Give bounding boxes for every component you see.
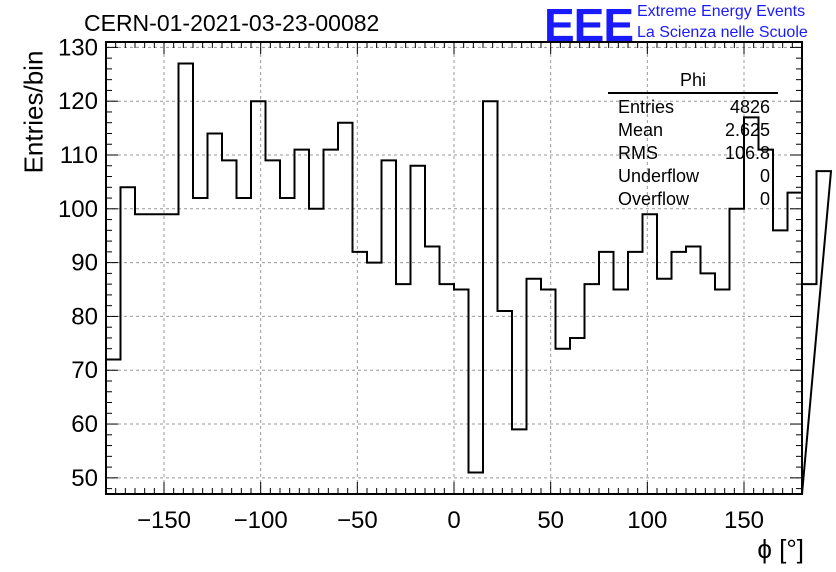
stats-label: Overflow: [618, 189, 690, 209]
histogram-bin: [701, 273, 716, 494]
histogram-bin: [541, 290, 556, 494]
stats-value: 4826: [729, 97, 770, 117]
stats-value: 106.8: [724, 143, 770, 163]
x-tick-label: 150: [724, 507, 764, 534]
histogram-bin: [614, 290, 629, 494]
histogram-bin: [179, 64, 194, 494]
histogram-bin: [266, 160, 281, 494]
stats-value: 0: [759, 189, 770, 209]
histogram-bin: [338, 123, 353, 494]
histogram-bin: [469, 472, 484, 494]
histogram-bin: [309, 209, 324, 494]
histogram-bin: [454, 290, 469, 494]
histogram-bin: [556, 349, 571, 494]
histogram-bin: [788, 193, 803, 494]
logo-text-line2: La Scienza nelle Scuole: [637, 24, 808, 41]
histogram-bin: [251, 101, 266, 494]
histogram-bin: [570, 338, 585, 494]
histogram-bin: [643, 214, 658, 494]
stats-value: 0: [759, 166, 770, 186]
stats-label: Underflow: [618, 166, 700, 186]
stats-row-mean: Mean 2.625: [608, 119, 778, 142]
histogram-bin: [295, 150, 310, 494]
stats-row-underflow: Underflow 0: [608, 165, 778, 188]
histogram-bin: [280, 198, 295, 494]
histogram-bin: [208, 133, 223, 494]
histogram-bin: [382, 160, 397, 494]
histogram-bin: [483, 101, 498, 494]
x-tick-label: 100: [627, 507, 667, 534]
histogram-bin: [773, 230, 788, 494]
histogram-bin: [599, 252, 614, 494]
y-tick-label: 100: [58, 196, 98, 223]
eee-logo: EEE: [544, 0, 634, 51]
y-tick-label: 80: [71, 303, 98, 330]
stats-box: Phi Entries 4826 Mean 2.625 RMS 106.8 Un…: [608, 70, 778, 211]
y-tick-label: 130: [58, 34, 98, 61]
histogram-bin: [353, 252, 368, 494]
stats-title: Phi: [608, 70, 778, 94]
histogram-bin: [512, 429, 527, 494]
plot-frame: [105, 41, 803, 495]
stats-value: 2.625: [724, 120, 770, 140]
histogram-bin: [324, 150, 339, 494]
x-axis-label: ϕ [°]: [757, 534, 804, 564]
histogram-bin: [585, 284, 600, 494]
histogram-bin: [121, 187, 136, 494]
histogram-bin: [106, 359, 121, 494]
histogram-bin: [817, 171, 832, 494]
histogram-bin: [237, 198, 252, 494]
histogram-bin: [150, 214, 165, 494]
y-tick-label: 50: [71, 465, 98, 492]
histogram-bin: [396, 284, 411, 494]
y-tick-label: 60: [71, 411, 98, 438]
histogram-bin: [730, 209, 745, 494]
histogram-bin: [164, 214, 179, 494]
stats-label: Mean: [618, 120, 664, 140]
y-tick-label: 70: [71, 357, 98, 384]
x-tick-label: −150: [137, 507, 191, 534]
histogram-bin: [628, 252, 643, 494]
y-axis-label: Entries/bin: [18, 50, 49, 174]
chart-title: CERN-01-2021-03-23-00082: [84, 10, 380, 36]
stats-label: RMS: [618, 143, 658, 163]
histogram-bin: [802, 284, 817, 494]
x-tick-label: −50: [337, 507, 378, 534]
histogram-bin: [222, 160, 237, 494]
histogram-bin: [193, 198, 208, 494]
histogram-bin: [498, 311, 513, 494]
histogram-bin: [425, 246, 440, 494]
y-tick-label: 90: [71, 250, 98, 277]
y-tick-label: 120: [58, 88, 98, 115]
histogram-bin: [686, 246, 701, 494]
x-tick-label: 0: [447, 507, 460, 534]
stats-row-rms: RMS 106.8: [608, 142, 778, 165]
histogram-bin: [672, 252, 687, 494]
stats-row-entries: Entries 4826: [608, 96, 778, 119]
histogram-outline: [105, 62, 833, 495]
histogram-bin: [411, 166, 426, 494]
stats-row-overflow: Overflow 0: [608, 188, 778, 211]
histogram-bin: [657, 279, 672, 494]
stats-label: Entries: [618, 97, 675, 117]
y-tick-label: 110: [60, 142, 98, 169]
histogram-bin: [135, 214, 150, 494]
histogram-bin: [367, 263, 382, 494]
histogram-bin: [527, 279, 542, 494]
histogram-bin: [715, 290, 730, 494]
logo-text-line1: Extreme Energy Events: [637, 3, 806, 20]
x-tick-label: 50: [537, 507, 564, 534]
histogram-bin: [440, 284, 455, 494]
x-tick-label: −100: [234, 507, 288, 534]
